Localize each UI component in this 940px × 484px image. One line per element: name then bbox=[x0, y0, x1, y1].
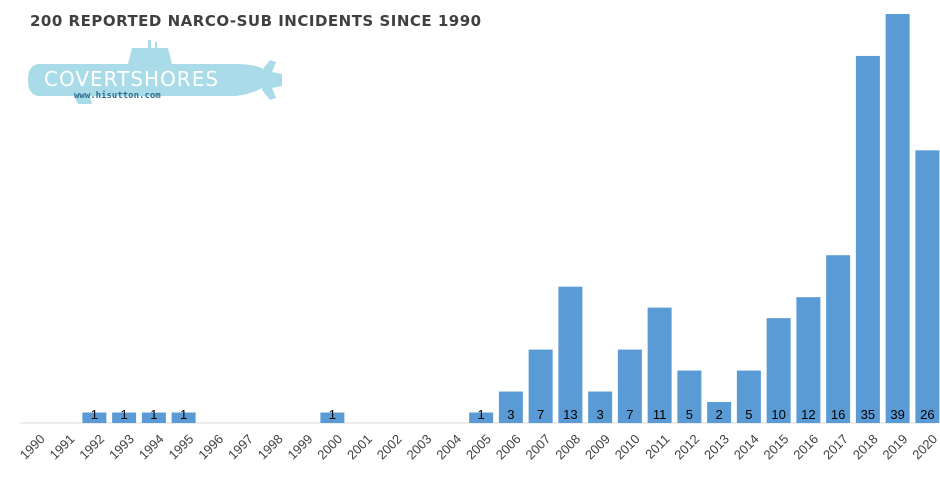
bar-1995 bbox=[171, 412, 196, 423]
bar-2008 bbox=[558, 286, 583, 423]
bar-2007 bbox=[528, 349, 553, 423]
x-tick-1992: 1992 bbox=[76, 431, 107, 462]
bar-2006 bbox=[498, 391, 523, 423]
x-tick-2005: 2005 bbox=[463, 431, 494, 462]
x-tick-1999: 1999 bbox=[284, 431, 315, 462]
bar-2010 bbox=[617, 349, 642, 423]
covertshores-logo: COVERTSHORES www.hisutton.com bbox=[28, 40, 282, 104]
bar-label-2011: 11 bbox=[653, 407, 667, 422]
x-tick-2011: 2011 bbox=[642, 431, 672, 461]
x-tick-2009: 2009 bbox=[582, 431, 613, 462]
x-tick-1990: 1990 bbox=[17, 431, 48, 462]
chart-title: 200 REPORTED NARCO-SUB INCIDENTS SINCE 1… bbox=[30, 12, 482, 30]
bar-label-2010: 7 bbox=[626, 407, 633, 422]
bar-label-2017: 16 bbox=[831, 407, 845, 422]
x-tick-2003: 2003 bbox=[403, 431, 434, 462]
bar-2005 bbox=[469, 412, 494, 423]
bar-2012 bbox=[677, 370, 702, 423]
x-tick-2014: 2014 bbox=[731, 431, 762, 462]
bar-label-2009: 3 bbox=[597, 407, 604, 422]
bar-label-1993: 1 bbox=[121, 407, 128, 422]
x-tick-2017: 2017 bbox=[820, 431, 851, 462]
x-tick-1993: 1993 bbox=[106, 431, 137, 462]
x-tick-1991: 1991 bbox=[46, 431, 77, 462]
x-tick-1996: 1996 bbox=[195, 431, 226, 462]
bar-2013 bbox=[707, 402, 732, 423]
bar-label-2019: 39 bbox=[890, 407, 904, 422]
bar-labels-group: 1 1 1 1 1 1 3 7 13 3 7 11 5 2 5 10 12 16 35 39 26 bbox=[91, 407, 935, 422]
x-tick-2000: 2000 bbox=[314, 431, 345, 462]
bar-label-2020: 26 bbox=[920, 407, 934, 422]
logo-name: COVERTSHORES bbox=[44, 67, 219, 91]
x-tick-1997: 1997 bbox=[225, 431, 256, 462]
logo-url: www.hisutton.com bbox=[74, 90, 161, 101]
x-tick-2002: 2002 bbox=[374, 431, 405, 462]
bars-group bbox=[82, 14, 940, 423]
bar-1992 bbox=[82, 412, 107, 423]
bar-label-2018: 35 bbox=[861, 407, 875, 422]
x-tick-1994: 1994 bbox=[136, 431, 167, 462]
bar-label-2013: 2 bbox=[716, 407, 723, 422]
x-tick-2008: 2008 bbox=[552, 431, 583, 462]
x-tick-2001: 2001 bbox=[344, 431, 375, 462]
bar-2020 bbox=[915, 150, 940, 423]
bar-label-2000: 1 bbox=[329, 407, 336, 422]
x-tick-2016: 2016 bbox=[790, 431, 821, 462]
bar-label-1992: 1 bbox=[91, 407, 98, 422]
bar-1994 bbox=[141, 412, 166, 423]
bar-2014 bbox=[736, 370, 761, 423]
bar-2017 bbox=[826, 255, 851, 423]
bar-2016 bbox=[796, 297, 821, 423]
bar-label-2012: 5 bbox=[686, 407, 693, 422]
bar-2015 bbox=[766, 318, 791, 423]
x-tick-2006: 2006 bbox=[493, 431, 524, 462]
submarine-icon bbox=[28, 40, 282, 104]
bar-label-2007: 7 bbox=[537, 407, 544, 422]
x-tick-2012: 2012 bbox=[671, 431, 702, 462]
x-tick-2010: 2010 bbox=[612, 431, 643, 462]
bar-1993 bbox=[112, 412, 137, 423]
x-tick-2015: 2015 bbox=[760, 431, 791, 462]
x-tick-labels: 1990199119921993199419951996199719981999… bbox=[17, 431, 940, 462]
bar-2011 bbox=[647, 307, 672, 423]
bar-label-2015: 10 bbox=[771, 407, 785, 422]
x-tick-2004: 2004 bbox=[433, 431, 464, 462]
bar-label-1995: 1 bbox=[180, 407, 187, 422]
x-tick-1995: 1995 bbox=[165, 431, 196, 462]
bar-label-2006: 3 bbox=[507, 407, 514, 422]
bar-2019 bbox=[885, 14, 910, 423]
bar-label-2014: 5 bbox=[745, 407, 752, 422]
bar-label-2016: 12 bbox=[801, 407, 815, 422]
bar-label-2008: 13 bbox=[563, 407, 577, 422]
x-tick-2007: 2007 bbox=[522, 431, 553, 462]
x-tick-2018: 2018 bbox=[850, 431, 881, 462]
bar-label-1994: 1 bbox=[150, 407, 157, 422]
bar-2018 bbox=[855, 55, 880, 423]
x-tick-1998: 1998 bbox=[255, 431, 286, 462]
x-tick-2013: 2013 bbox=[701, 431, 732, 462]
x-tick-2019: 2019 bbox=[879, 431, 910, 462]
bar-2000 bbox=[320, 412, 345, 423]
bar-2009 bbox=[588, 391, 613, 423]
bar-label-2005: 1 bbox=[478, 407, 485, 422]
x-tick-2020: 2020 bbox=[909, 431, 940, 462]
